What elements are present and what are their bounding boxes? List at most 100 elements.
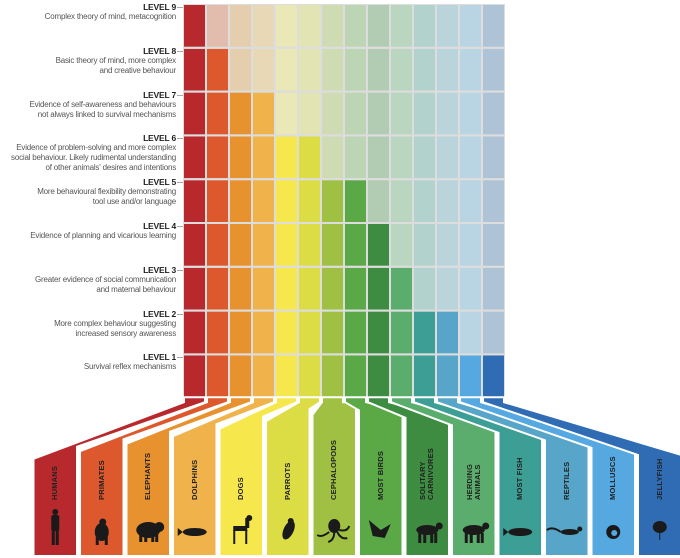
row-divider [183,309,505,312]
cell-snail-level-2-empty [460,311,481,354]
cell-human-level-8-filled [184,48,205,91]
cell-tiger-level-6-empty [368,136,389,179]
row-divider [183,353,505,356]
level-description: Evidence of problem-solving and more com… [11,143,176,173]
level-tick [177,313,183,315]
level-description: Greater evidence of social communication… [35,274,176,294]
level-2-text: LEVEL 2 More complex behaviour suggesting… [0,309,176,339]
human-icon [51,509,60,545]
level-1-text: LEVEL 1 Survival reflex mechanisms [0,352,176,372]
cell-octopus-level-1-filled [322,355,343,398]
fish-icon [503,528,533,536]
cell-jellyfish-level-2-empty [483,311,504,354]
cell-dog-level-1-filled [276,355,297,398]
level-description: More behavioural flexibility demonstrati… [37,187,176,207]
cell-tiger-level-5-empty [368,180,389,222]
level-4-text: LEVEL 4 Evidence of planning and vicariou… [0,221,176,241]
cell-octopus-level-5-filled [322,180,343,222]
animal-label: PARROTS [282,462,292,500]
cell-tiger-level-7-empty [368,92,389,135]
column-parrot [265,396,321,557]
cell-elephant-level-9-empty [230,5,251,47]
column-octopus [311,396,357,557]
cell-octopus-level-9-empty [322,5,343,47]
cell-dolphin-level-8-empty [253,48,274,91]
cell-fish-level-6-empty [414,136,435,179]
cell-parrot-level-6-filled [299,136,320,179]
cell-human-level-5-filled [184,180,205,222]
animal-label: ELEPHANTS [143,452,153,500]
cell-lizard-level-1-filled [437,355,458,398]
level-description: Basic theory of mind, more complex and c… [55,55,177,75]
cell-parrot-level-4-filled [299,224,320,266]
level-title: LEVEL 3 [143,264,176,275]
cell-human-level-9-filled [184,5,205,47]
animal-label: SOLITARY CARNIVORES [418,447,436,500]
animal-label: HERDING ANIMALS [464,464,482,500]
cell-elephant-level-7-filled [230,92,251,135]
cell-dolphin-level-5-filled [253,180,274,222]
cell-bird-level-7-empty [345,92,366,135]
animal-label: REPTILES [561,461,571,500]
gorilla-icon [94,518,109,545]
column-jellyfish [482,396,680,557]
row-divider [183,90,505,93]
level-tick [177,50,183,52]
cell-snail-level-9-empty [460,5,481,47]
cell-bird-level-4-filled [345,224,366,266]
octopus-icon [316,519,351,543]
cell-cow-level-4-empty [391,224,412,266]
cell-dolphin-level-7-filled [253,92,274,135]
level-tick [177,269,183,271]
level-description: More complex behaviour suggesting increa… [54,318,176,338]
cell-jellyfish-level-9-empty [483,5,504,47]
cell-parrot-level-5-filled [299,180,320,222]
cell-elephant-level-5-filled [230,180,251,222]
column-gorilla [79,396,229,557]
cell-dog-level-9-empty [276,5,297,47]
level-title: LEVEL 2 [143,308,176,319]
cell-jellyfish-level-1-filled [483,355,504,398]
level-title: LEVEL 6 [143,133,176,144]
animal-label: PRIMATES [96,460,106,500]
cell-gorilla-level-4-filled [207,224,228,266]
cell-lizard-level-9-empty [437,5,458,47]
animal-label: MOST BIRDS [375,450,385,500]
row-divider [183,134,505,137]
cell-bird-level-9-empty [345,5,366,47]
cell-bird-level-5-filled [345,180,366,222]
cell-gorilla-level-7-filled [207,92,228,135]
cell-parrot-level-3-filled [299,267,320,310]
cell-gorilla-level-9-empty [207,5,228,47]
cell-dolphin-level-9-empty [253,5,274,47]
cell-cow-level-1-filled [391,355,412,398]
parrot-icon [282,518,295,540]
cell-gorilla-level-3-filled [207,267,228,310]
cell-tiger-level-1-filled [368,355,389,398]
cell-gorilla-level-2-filled [207,311,228,354]
elephant-icon [136,522,165,542]
cell-tiger-level-3-filled [368,267,389,310]
cell-lizard-level-6-empty [437,136,458,179]
jellyfish-icon [652,521,667,540]
cell-parrot-level-7-empty [299,92,320,135]
level-tick [177,94,183,96]
animal-label: DOGS [236,477,246,500]
cell-fish-level-8-empty [414,48,435,91]
level-title: LEVEL 5 [143,177,176,188]
cell-parrot-level-2-filled [299,311,320,354]
animal-label: HUMANS [50,465,60,500]
column-tiger [367,396,450,557]
tiger-icon [416,522,443,543]
cell-octopus-level-8-empty [322,48,343,91]
cell-human-level-3-filled [184,267,205,310]
cell-snail-level-3-empty [460,267,481,310]
cell-human-level-1-filled [184,355,205,398]
cell-lizard-level-7-empty [437,92,458,135]
column-dog [218,396,298,557]
cell-bird-level-1-filled [345,355,366,398]
dolphin-icon [177,528,207,536]
level-description: Evidence of planning and vicarious learn… [30,231,176,240]
cell-tiger-level-2-filled [368,311,389,354]
cell-cow-level-5-empty [391,180,412,222]
